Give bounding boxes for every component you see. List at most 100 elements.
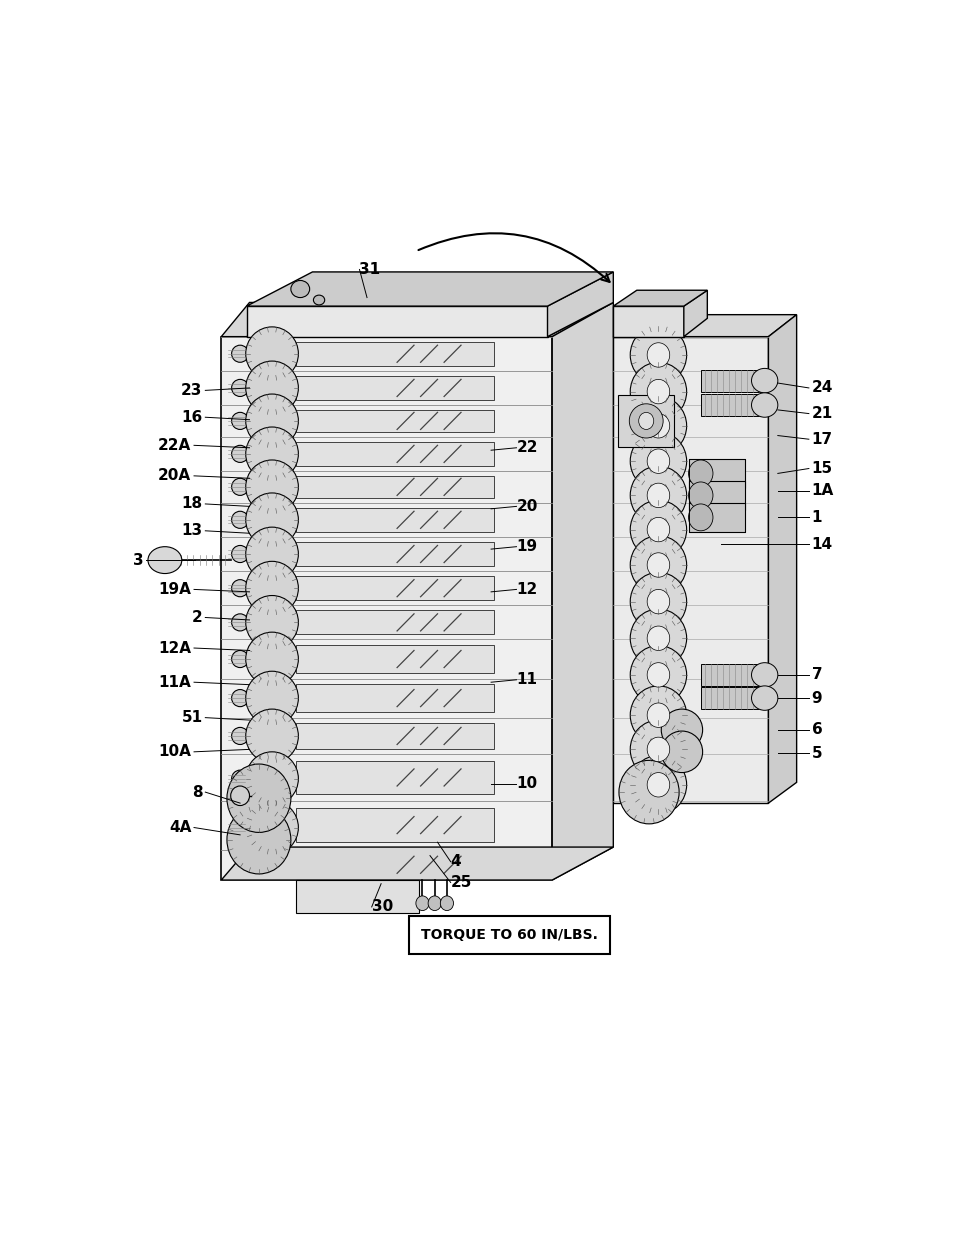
Polygon shape [552,303,613,881]
Bar [296,610,494,635]
Bar [618,395,674,447]
Text: 19: 19 [516,540,537,555]
Polygon shape [247,303,613,337]
Ellipse shape [660,731,702,773]
Ellipse shape [630,466,686,525]
Polygon shape [247,306,547,337]
Bar [296,724,494,748]
Text: 3: 3 [132,552,143,568]
Text: 12: 12 [516,582,537,597]
Bar [296,542,494,566]
Text: 18: 18 [181,496,202,511]
Bar [700,687,761,709]
Bar [296,442,494,466]
Polygon shape [767,315,796,803]
Ellipse shape [416,895,429,910]
Polygon shape [613,315,796,337]
Text: 10A: 10A [158,745,191,760]
Bar [688,458,744,488]
Ellipse shape [428,895,441,910]
Bar [700,394,761,416]
FancyArrowPatch shape [418,233,609,282]
Ellipse shape [646,663,669,687]
Text: 19A: 19A [158,582,191,597]
Ellipse shape [646,343,669,367]
Text: 11A: 11A [158,674,191,689]
Text: 23: 23 [181,383,202,398]
Bar [296,475,494,498]
Ellipse shape [630,756,686,814]
Ellipse shape [630,396,686,454]
Ellipse shape [688,504,712,531]
Ellipse shape [618,761,679,824]
Text: 9: 9 [811,690,821,705]
Ellipse shape [660,709,702,751]
Ellipse shape [646,553,669,577]
Text: 31: 31 [359,262,380,277]
Polygon shape [221,847,613,881]
Bar [700,664,761,685]
Polygon shape [613,290,706,306]
Ellipse shape [688,482,712,509]
Ellipse shape [751,393,777,417]
Ellipse shape [630,720,686,779]
Ellipse shape [629,404,662,438]
Bar [296,646,494,673]
Ellipse shape [232,546,249,563]
Polygon shape [221,303,613,337]
Polygon shape [547,272,613,337]
Ellipse shape [630,362,686,421]
Polygon shape [247,272,613,306]
Ellipse shape [688,459,712,487]
Ellipse shape [232,727,249,745]
Text: 20: 20 [516,499,537,514]
Text: 6: 6 [811,722,821,737]
Ellipse shape [232,579,249,597]
Ellipse shape [630,646,686,704]
Ellipse shape [314,295,324,305]
Text: 8: 8 [192,784,202,799]
Text: 51: 51 [181,710,202,725]
Ellipse shape [246,459,298,514]
Text: 2: 2 [192,610,202,625]
Ellipse shape [638,412,653,430]
Ellipse shape [630,326,686,384]
Text: 5: 5 [811,746,821,761]
Bar [296,881,418,913]
Ellipse shape [227,764,291,832]
Ellipse shape [231,785,250,805]
Text: 11: 11 [516,672,537,687]
Ellipse shape [246,595,298,650]
Ellipse shape [646,626,669,651]
Bar [296,375,494,400]
Ellipse shape [646,450,669,473]
Text: 1A: 1A [811,483,833,498]
Ellipse shape [246,394,298,448]
Ellipse shape [646,517,669,542]
Ellipse shape [751,663,777,687]
Ellipse shape [246,800,298,855]
Ellipse shape [646,483,669,508]
Bar [688,480,744,510]
Bar [296,684,494,711]
Text: 7: 7 [811,667,821,683]
Bar [688,503,744,532]
Bar [296,808,494,842]
Bar [296,577,494,600]
Ellipse shape [440,895,453,910]
Ellipse shape [232,346,249,362]
Ellipse shape [630,536,686,594]
Ellipse shape [246,427,298,480]
Ellipse shape [630,500,686,559]
Ellipse shape [232,819,249,836]
Bar [700,369,761,391]
Text: 22A: 22A [158,438,191,453]
Ellipse shape [630,685,686,745]
Polygon shape [221,337,552,881]
Ellipse shape [751,685,777,710]
Ellipse shape [246,632,298,685]
Ellipse shape [246,672,298,725]
Text: 17: 17 [811,432,832,447]
Ellipse shape [232,412,249,430]
Text: 1: 1 [811,510,821,525]
